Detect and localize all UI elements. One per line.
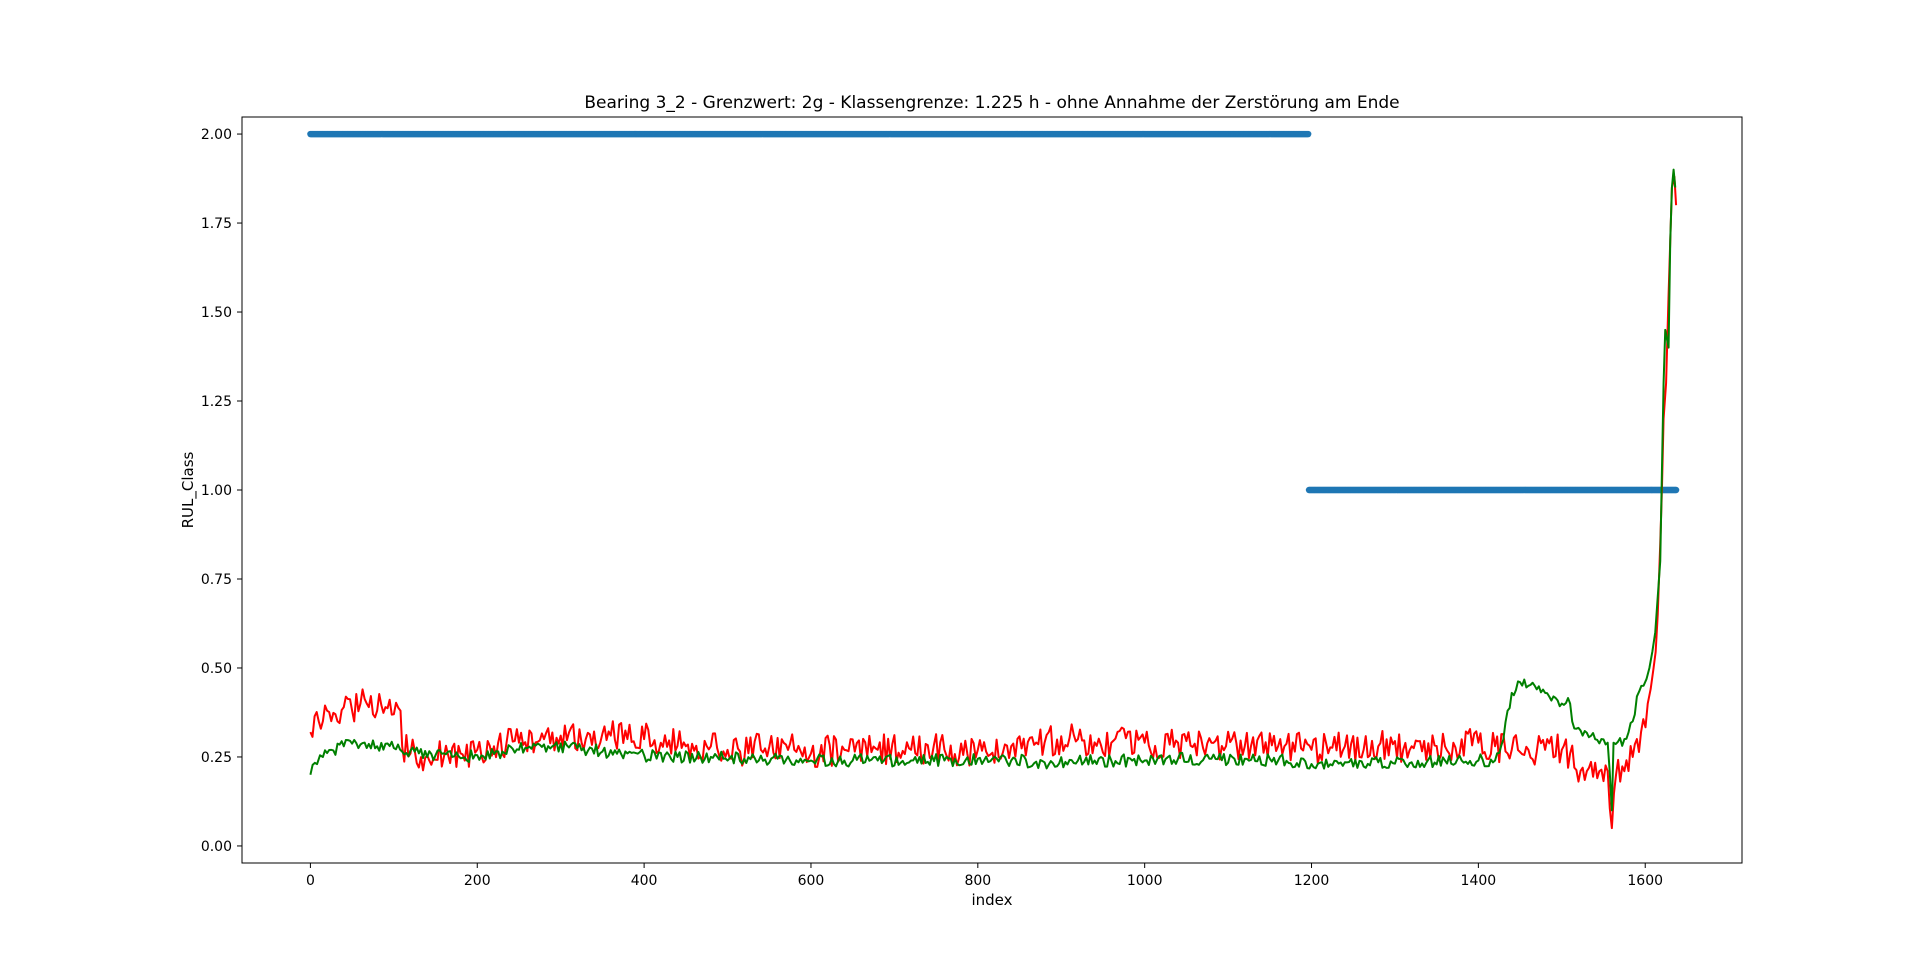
y-tick-label: 1.25 xyxy=(201,394,232,410)
x-tick-label: 1200 xyxy=(1294,873,1330,889)
y-tick-label: 0.00 xyxy=(201,839,232,855)
y-tick-label: 2.00 xyxy=(201,127,232,143)
x-tick-label: 0 xyxy=(306,873,315,889)
x-tick-label: 800 xyxy=(964,873,991,889)
scatter-point xyxy=(1304,130,1312,138)
y-tick-label: 1.00 xyxy=(201,483,232,499)
x-axis-title: index xyxy=(971,891,1012,909)
chart-title: Bearing 3_2 - Grenzwert: 2g - Klassengre… xyxy=(584,93,1399,113)
x-tick-label: 600 xyxy=(798,873,825,889)
series-layer xyxy=(307,130,1680,830)
y-axis: 0.00 0.25 0.50 0.75 1.00 1.25 1.50 1.75 2.00 xyxy=(201,127,242,855)
y-tick-label: 1.75 xyxy=(201,216,232,232)
scatter-series-0 xyxy=(307,130,1680,494)
x-tick-label: 1600 xyxy=(1627,873,1663,889)
y-axis-title: RUL_Class xyxy=(179,451,198,528)
y-tick-label: 1.50 xyxy=(201,305,232,321)
x-tick-label: 1000 xyxy=(1127,873,1163,889)
y-tick-label: 0.25 xyxy=(201,750,232,766)
line-series-1 xyxy=(309,175,1678,830)
y-tick-label: 0.50 xyxy=(201,661,232,677)
x-tick-label: 400 xyxy=(631,873,658,889)
x-axis: 0 200 400 600 800 1000 1200 1400 1600 xyxy=(306,863,1663,889)
line-series-2 xyxy=(309,168,1677,812)
y-tick-label: 0.75 xyxy=(201,572,232,588)
scatter-point xyxy=(1672,486,1680,494)
x-tick-label: 200 xyxy=(464,873,491,889)
x-tick-label: 1400 xyxy=(1461,873,1497,889)
